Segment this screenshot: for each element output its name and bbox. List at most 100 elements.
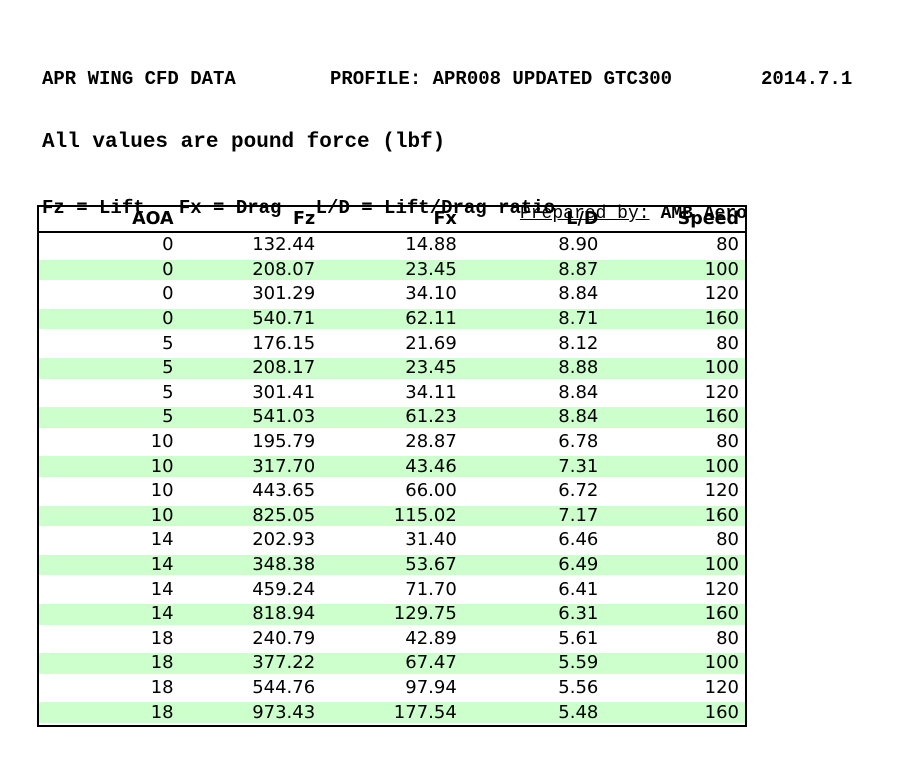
table-cell: 825.05 [179,503,322,529]
table-row: 10 317.70 43.46 7.31 100 [38,454,746,479]
table-cell: 129.75 [321,601,463,627]
table-cell: 8.87 [462,257,605,283]
table-cell: 541.03 [179,405,322,430]
table-cell: 540.71 [179,306,322,332]
table-cell: 0 [162,234,174,256]
table-row: 5 176.15 21.69 8.12 80 [38,331,746,356]
table-cell: 0 [38,257,180,283]
table-cell: 53.67 [321,552,463,578]
table-cell: 8.84 [558,283,599,305]
table-cell: 301.41 [252,381,316,403]
table-row: 5 301.41 34.11 8.84 120 [38,381,746,406]
table-cell: 8.71 [462,306,605,332]
table-row: 0 132.44 14.88 8.90 80 [38,232,746,258]
table-cell: 8.90 [558,234,599,256]
table-cell: 80 [716,627,739,649]
table-cell: 100 [604,552,746,578]
table-cell: 5 [38,355,180,381]
table-cell: 301.29 [252,283,316,305]
column-header-speed: Speed [604,206,746,233]
table-row: 5 541.03 61.23 8.84 160 [38,405,746,430]
table-cell: 5.56 [558,676,599,698]
table-cell: 10 [150,480,174,502]
table-cell: 80 [716,431,739,453]
table-cell: 14 [38,552,180,578]
table-cell: 80 [716,529,739,551]
column-header-fx: Fx [321,206,463,233]
table-row: 0 540.71 62.11 8.71 160 [38,306,746,332]
table-cell: 8.84 [462,405,605,430]
table-cell: 5 [162,332,174,354]
table-row: 14 202.93 31.40 6.46 80 [38,528,746,553]
table-row: 0 208.07 23.45 8.87 100 [38,257,746,283]
table-cell: 97.94 [405,676,457,698]
table-cell: 348.38 [179,552,322,578]
table-cell: 8.12 [558,332,599,354]
table-cell: 377.22 [179,651,322,676]
table-cell: 160 [604,306,746,332]
table-cell: 6.46 [558,529,599,551]
table-row: 14 348.38 53.67 6.49 100 [38,552,746,578]
units-note: All values are pound force (lbf) [42,130,446,154]
table-cell: 544.76 [252,676,316,698]
table-cell: 208.07 [179,257,322,283]
table-cell: 8.88 [462,355,605,381]
table-cell: 66.00 [405,480,457,502]
table-cell: 100 [604,257,746,283]
table-row: 0 301.29 34.10 8.84 120 [38,282,746,307]
table-row: 14 459.24 71.70 6.41 120 [38,577,746,602]
table-cell: 115.02 [321,503,463,529]
table-cell: 43.46 [321,454,463,479]
table-cell: 195.79 [252,431,316,453]
table-cell: 973.43 [179,700,322,726]
table-cell: 208.17 [179,355,322,381]
table-cell: 18 [150,676,174,698]
table-cell: 28.87 [405,431,457,453]
table-row: 18 240.79 42.89 5.61 80 [38,627,746,652]
table-cell: 160 [604,601,746,627]
table-cell: 8.84 [558,381,599,403]
table-cell: 120 [704,578,739,600]
table-cell: 62.11 [321,306,463,332]
table-row: 18 377.22 67.47 5.59 100 [38,651,746,676]
table-row: 18 544.76 97.94 5.56 120 [38,676,746,701]
table-cell: 7.17 [462,503,605,529]
table-cell: 21.69 [405,332,457,354]
table-cell: 818.94 [179,601,322,627]
table-cell: 5.59 [462,651,605,676]
table-cell: 34.10 [405,283,457,305]
table-header-row: AOA Fz Fx L/D Speed [38,206,746,233]
column-header-l-d: L/D [462,206,605,233]
table-cell: 6.72 [558,480,599,502]
table-cell: 10 [38,454,180,479]
table-cell: 459.24 [252,578,316,600]
table-cell: 6.49 [462,552,605,578]
table-cell: 120 [704,480,739,502]
table-cell: 71.70 [405,578,457,600]
table-cell: 5 [162,381,174,403]
cfd-results-table: AOA Fz Fx L/D Speed 0 132.44 14.88 8.90 80 0 208.0… [37,205,747,727]
revision-date: 2014.7.1 [761,67,853,90]
table-cell: 0 [38,306,180,332]
table-row: 10 443.65 66.00 6.72 120 [38,479,746,504]
table-cell: 23.45 [321,257,463,283]
table-row: 5 208.17 23.45 8.88 100 [38,355,746,381]
table-cell: 14 [38,601,180,627]
table-cell: 80 [716,234,739,256]
column-header-fz: Fz [179,206,322,233]
table-body: 0 132.44 14.88 8.90 80 0 208.07 23.45 8.87 100 0 30… [38,232,746,726]
column-header-aoa: AOA [38,206,180,233]
table-head: AOA Fz Fx L/D Speed [38,206,746,233]
table-cell: 100 [604,454,746,479]
table-cell: 14 [150,529,174,551]
table-row: 10 825.05 115.02 7.17 160 [38,503,746,529]
table-cell: 10 [38,503,180,529]
table-cell: 5.61 [558,627,599,649]
table-cell: 177.54 [321,700,463,726]
table-cell: 6.78 [558,431,599,453]
title-line: APR WING CFD DATA PROFILE: APR008 UPDATE… [42,67,853,90]
table-cell: 61.23 [321,405,463,430]
table-cell: 120 [704,283,739,305]
table-cell: 31.40 [405,529,457,551]
